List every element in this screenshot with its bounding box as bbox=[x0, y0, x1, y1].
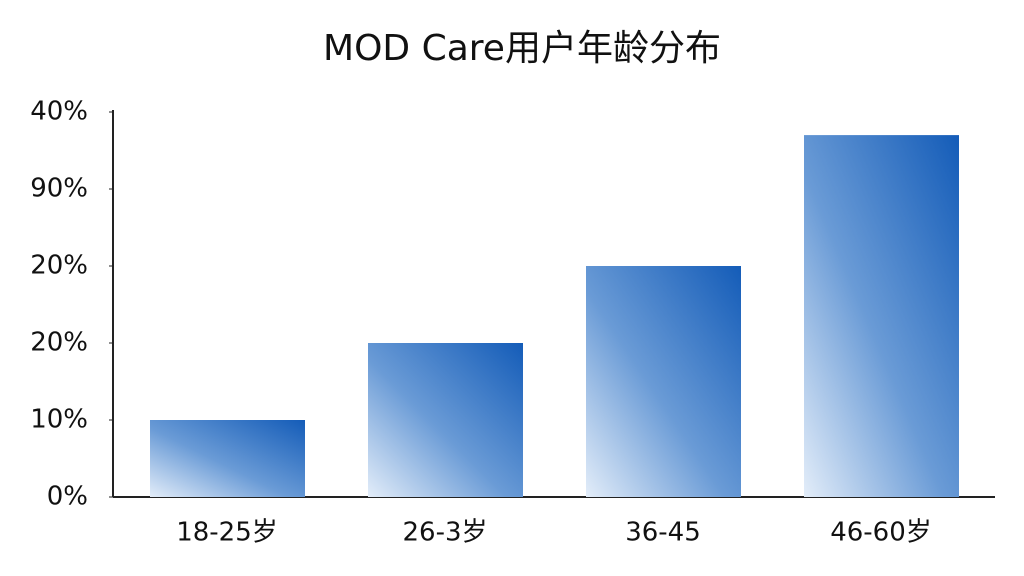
x-tick-label: 18-25岁 bbox=[176, 518, 278, 548]
y-tick-label: 0% bbox=[47, 482, 88, 512]
y-tick-label: 20% bbox=[30, 251, 88, 281]
y-tick-label: 20% bbox=[30, 328, 88, 358]
bar bbox=[368, 343, 523, 497]
y-tick-label: 10% bbox=[30, 405, 88, 435]
bar bbox=[586, 266, 741, 497]
y-tick-label: 90% bbox=[30, 174, 88, 204]
bar bbox=[804, 135, 959, 497]
bar bbox=[150, 420, 305, 497]
x-tick-label: 36-45 bbox=[625, 518, 701, 548]
chart-title: MOD Care用户年龄分布 bbox=[323, 28, 721, 69]
x-tick-label: 26-3岁 bbox=[402, 518, 487, 548]
y-tick-label: 40% bbox=[30, 97, 88, 127]
x-tick-label: 46-60岁 bbox=[830, 518, 932, 548]
